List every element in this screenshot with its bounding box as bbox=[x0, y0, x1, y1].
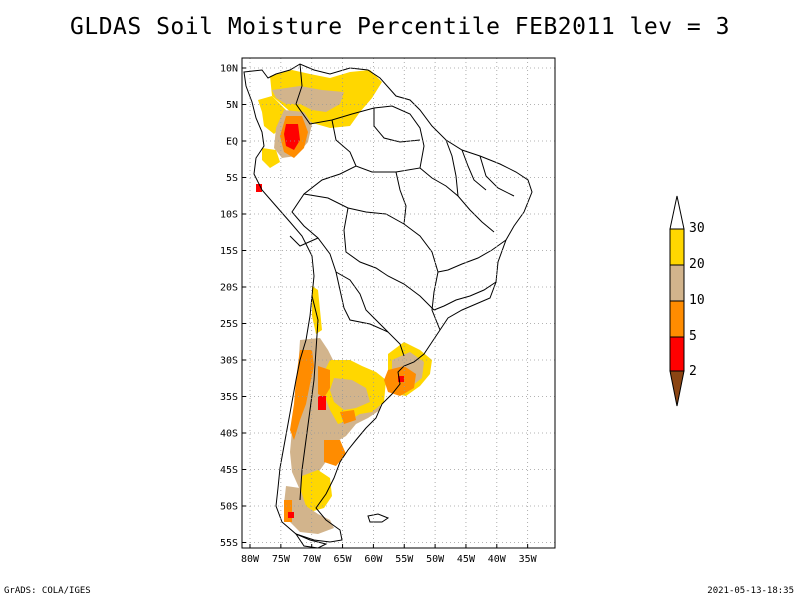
lat-tick-label: 10N bbox=[220, 64, 238, 75]
lat-tick-label: 55S bbox=[220, 538, 238, 549]
colorbar-lt2 bbox=[669, 370, 685, 407]
patch-orange bbox=[290, 350, 314, 440]
south-america-outline bbox=[243, 63, 533, 543]
border bbox=[437, 239, 507, 273]
falklands bbox=[367, 513, 390, 523]
border bbox=[395, 171, 407, 225]
border bbox=[461, 149, 487, 191]
lat-tick-label: 30S bbox=[220, 356, 238, 367]
lon-tick-label: 50W bbox=[426, 554, 445, 565]
patch-orange bbox=[318, 366, 330, 398]
colorbar-label: 10 bbox=[689, 293, 705, 308]
lat-tick-label: 5N bbox=[226, 100, 238, 111]
lat-tick-label: 50S bbox=[220, 502, 238, 513]
border bbox=[303, 193, 441, 331]
border bbox=[343, 207, 435, 311]
tierra-del-fuego bbox=[294, 532, 328, 549]
patch-tan bbox=[330, 378, 370, 410]
grid bbox=[242, 58, 555, 548]
patch-red bbox=[284, 124, 300, 150]
colorbar-labels: 2 5 10 20 30 bbox=[689, 221, 705, 379]
patch-yellow bbox=[262, 148, 280, 168]
lon-tick-label: 55W bbox=[395, 554, 414, 565]
country-borders bbox=[291, 63, 425, 357]
colorbar-10-20 bbox=[669, 264, 685, 302]
lat-tick-label: 15S bbox=[220, 246, 238, 257]
map-frame bbox=[241, 57, 556, 549]
border bbox=[479, 155, 515, 197]
lon-tick-label: 70W bbox=[303, 554, 322, 565]
map-title: GLDAS Soil Moisture Percentile FEB2011 l… bbox=[70, 14, 730, 40]
lat-tick-label: EQ bbox=[226, 137, 238, 148]
lat-tick-label: 5S bbox=[226, 173, 238, 184]
border bbox=[445, 139, 459, 197]
lon-tick-label: 75W bbox=[272, 554, 291, 565]
lon-tick-label: 35W bbox=[519, 554, 538, 565]
lat-tick-label: 35S bbox=[220, 392, 238, 403]
coastlines bbox=[243, 63, 533, 549]
patch-red bbox=[288, 512, 294, 518]
lat-tick-label: 25S bbox=[220, 319, 238, 330]
border bbox=[289, 235, 319, 247]
percentile-patches bbox=[256, 70, 432, 534]
patch-yellow bbox=[300, 470, 332, 512]
latitude-labels: 10N 5N EQ 5S 10S 15S 20S 25S 30S 35S 40S 45S 50S 55S bbox=[220, 64, 246, 549]
lon-tick-label: 60W bbox=[364, 554, 383, 565]
patch-orange bbox=[284, 500, 292, 522]
border bbox=[373, 108, 421, 143]
footer-credit: GrADS: COLA/IGES bbox=[4, 586, 91, 596]
colorbar-2-5 bbox=[669, 336, 685, 372]
lon-tick-label: 45W bbox=[457, 554, 476, 565]
lon-tick-label: 65W bbox=[334, 554, 353, 565]
colorbar-20-30 bbox=[669, 228, 685, 266]
border bbox=[433, 281, 497, 311]
patch-orange bbox=[340, 410, 356, 424]
colorbar-5-10 bbox=[669, 300, 685, 338]
border bbox=[335, 271, 389, 333]
longitude-labels: 80W 75W 70W 65W 60W 55W 50W 45W 40W 35W bbox=[241, 544, 538, 565]
lat-tick-label: 10S bbox=[220, 210, 238, 221]
colorbar-label: 2 bbox=[689, 364, 697, 379]
patch-red bbox=[318, 396, 326, 410]
colorbar-label: 20 bbox=[689, 257, 705, 272]
patch-yellow bbox=[312, 286, 322, 334]
lon-tick-label: 40W bbox=[488, 554, 507, 565]
lat-tick-label: 45S bbox=[220, 465, 238, 476]
patch-tan bbox=[272, 86, 344, 112]
lat-tick-label: 40S bbox=[220, 429, 238, 440]
footer-timestamp: 2021-05-13-18:35 bbox=[707, 586, 794, 596]
border bbox=[331, 119, 357, 167]
lat-tick-label: 20S bbox=[220, 283, 238, 294]
colorbar-label: 30 bbox=[689, 221, 705, 236]
colorbar-gt30 bbox=[669, 195, 685, 230]
lon-tick-label: 80W bbox=[241, 554, 260, 565]
patch-tan bbox=[284, 486, 334, 534]
colorbar-label: 5 bbox=[689, 329, 697, 344]
patch-orange bbox=[324, 440, 346, 466]
border bbox=[299, 295, 319, 501]
colorbar bbox=[669, 195, 685, 407]
